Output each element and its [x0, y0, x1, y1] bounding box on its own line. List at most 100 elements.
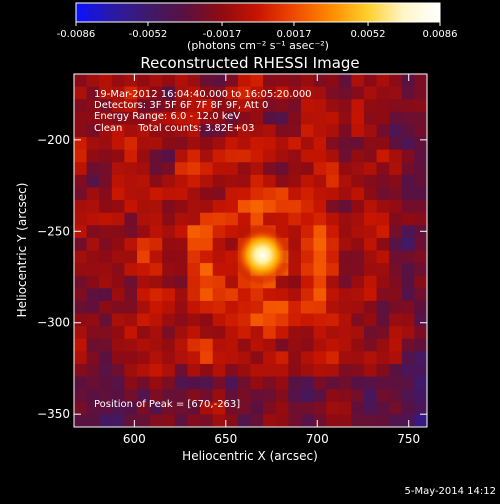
image-pixel [313, 376, 327, 390]
image-pixel [300, 162, 315, 176]
image-pixel [74, 288, 88, 302]
image-pixel [338, 99, 352, 113]
image-pixel [288, 200, 302, 214]
image-pixel [300, 174, 315, 189]
image-pixel [200, 363, 214, 378]
image-pixel [187, 401, 201, 415]
image-pixel [187, 250, 201, 264]
image-pixel [338, 174, 352, 189]
image-pixel [389, 389, 403, 403]
image-pixel [351, 401, 365, 415]
image-pixel [313, 86, 327, 100]
image-pixel [200, 313, 214, 327]
image-pixel [149, 149, 163, 163]
image-pixel [313, 300, 327, 315]
image-pixel [187, 288, 201, 302]
image-pixel [275, 200, 289, 214]
image-pixel [300, 338, 315, 352]
image-pixel [187, 313, 201, 327]
image-pixel [237, 300, 252, 315]
image-pixel [111, 137, 126, 151]
image-pixel [351, 124, 365, 138]
image-pixel [237, 326, 252, 340]
image-pixel [174, 288, 189, 302]
image-pixel [137, 326, 151, 340]
plot-title: Reconstructed RHESSI Image [140, 54, 359, 72]
image-pixel [162, 225, 176, 239]
image-pixel [288, 237, 302, 252]
image-pixel [225, 300, 239, 315]
image-pixel [263, 414, 277, 427]
image-pixel [275, 74, 289, 88]
image-pixel [363, 288, 378, 302]
image-pixel [74, 86, 88, 100]
image-pixel [174, 225, 189, 239]
image-pixel [162, 288, 176, 302]
image-pixel [86, 363, 100, 378]
image-pixel [124, 237, 138, 252]
image-pixel [174, 174, 189, 189]
image-pixel [237, 288, 252, 302]
image-pixel [275, 212, 289, 226]
image-pixel [288, 263, 302, 277]
image-pixel [338, 275, 352, 289]
image-pixel [111, 351, 126, 365]
image-pixel [149, 338, 163, 352]
image-pixel [250, 111, 264, 126]
image-pixel [212, 225, 226, 239]
image-pixel [99, 275, 113, 289]
image-pixel [275, 351, 289, 365]
image-pixel [225, 111, 239, 126]
image-pixel [250, 376, 264, 390]
image-pixel [313, 149, 327, 163]
image-pixel [74, 99, 88, 113]
image-pixel [326, 313, 340, 327]
image-pixel [326, 225, 340, 239]
image-pixel [174, 149, 189, 163]
image-pixel [263, 401, 277, 415]
image-pixel [351, 187, 365, 201]
image-pixel [212, 162, 226, 176]
image-pixel [162, 149, 176, 163]
image-pixel [414, 288, 427, 302]
image-pixel [389, 313, 403, 327]
image-pixel [99, 326, 113, 340]
image-pixel [414, 414, 427, 427]
image-pixel [212, 363, 226, 378]
image-pixel [351, 174, 365, 189]
image-pixel [149, 225, 163, 239]
image-pixel [338, 124, 352, 138]
image-pixel [111, 99, 126, 113]
image-pixel [74, 275, 88, 289]
image-pixel [149, 250, 163, 264]
image-pixel [162, 237, 176, 252]
image-pixel [225, 414, 239, 427]
image-pixel [149, 74, 163, 88]
image-pixel [326, 162, 340, 176]
image-pixel [86, 212, 100, 226]
image-pixel [187, 326, 201, 340]
image-pixel [338, 363, 352, 378]
image-pixel [300, 237, 315, 252]
image-pixel [376, 351, 390, 365]
image-pixel [376, 338, 390, 352]
image-pixel [351, 137, 365, 151]
image-pixel [401, 338, 415, 352]
image-pixel [288, 288, 302, 302]
image-pixel [389, 414, 403, 427]
image-pixel [187, 389, 201, 403]
image-pixel [162, 338, 176, 352]
image-pixel [137, 187, 151, 201]
image-pixel [212, 313, 226, 327]
image-pixel [263, 174, 277, 189]
image-pixel [99, 351, 113, 365]
image-pixel [275, 300, 289, 315]
image-pixel [137, 237, 151, 252]
image-pixel [288, 225, 302, 239]
image-pixel [187, 99, 201, 113]
image-pixel [376, 174, 390, 189]
image-pixel [212, 263, 226, 277]
image-pixel [414, 74, 427, 88]
image-pixel [263, 363, 277, 378]
image-pixel [363, 326, 378, 340]
